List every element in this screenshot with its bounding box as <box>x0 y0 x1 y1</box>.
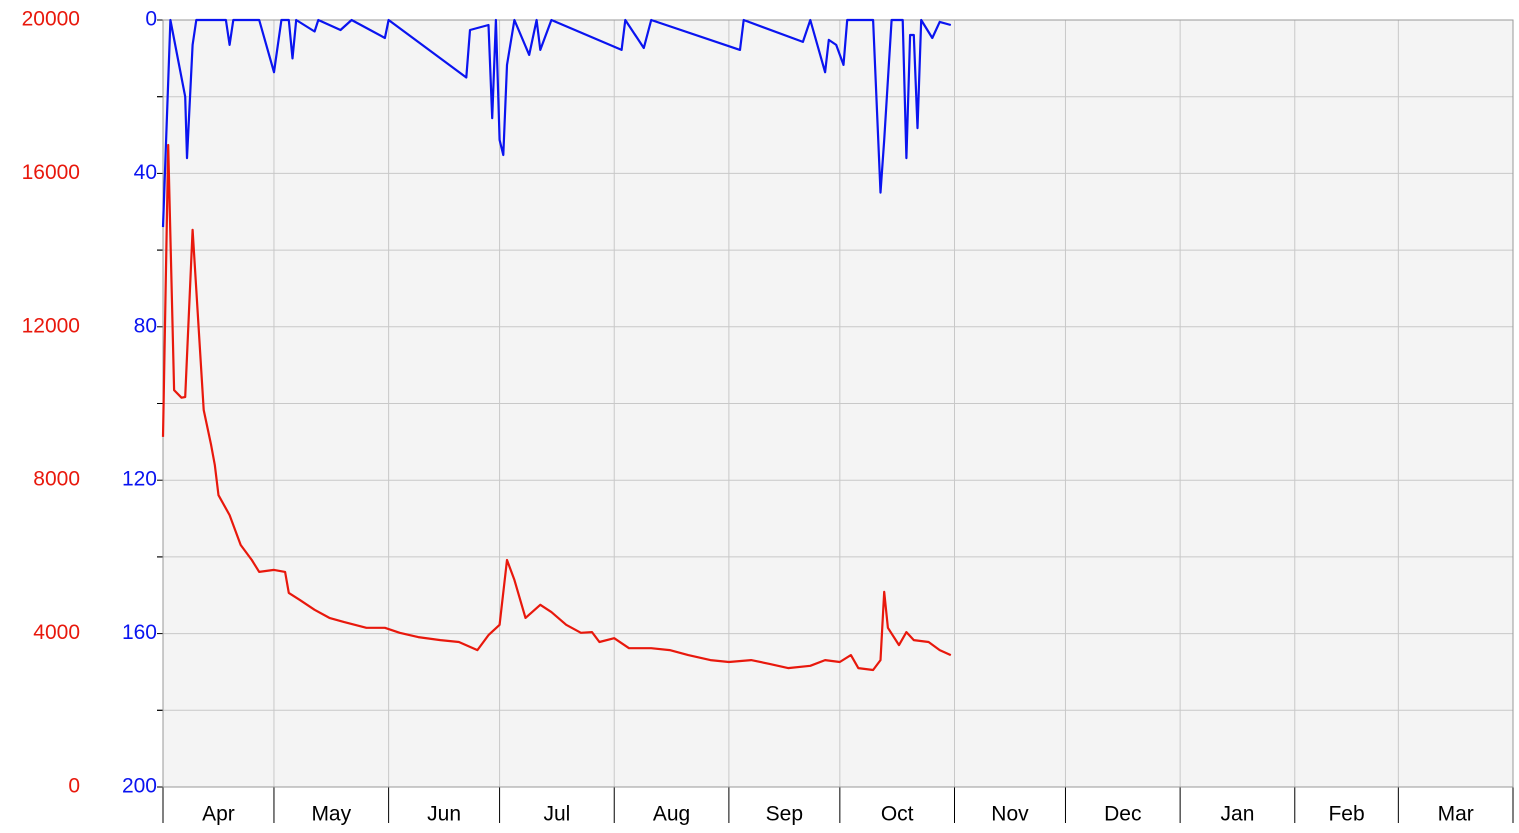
x-tick-label: Sep <box>766 803 803 826</box>
y-tick-label: 20000 <box>22 8 80 31</box>
x-tick-label: Feb <box>1328 803 1364 826</box>
y-tick-label: 12000 <box>22 314 80 337</box>
y-tick-label: 0 <box>68 775 80 798</box>
x-tick-label: Aug <box>653 803 690 826</box>
y2-tick-label: 40 <box>134 161 157 184</box>
y2-tick-label: 0 <box>145 8 157 31</box>
x-tick-label: Jan <box>1221 803 1255 826</box>
x-tick-label: Nov <box>991 803 1029 826</box>
x-tick-label: Dec <box>1104 803 1141 826</box>
x-tick-label: Mar <box>1438 803 1474 826</box>
x-tick-label: Oct <box>881 803 914 826</box>
y2-tick-label: 80 <box>134 314 157 337</box>
x-tick-label: Jun <box>427 803 461 826</box>
x-tick-label: May <box>311 803 351 826</box>
y-tick-label: 4000 <box>33 621 80 644</box>
y-tick-label: 8000 <box>33 468 80 491</box>
y-tick-label: 16000 <box>22 161 80 184</box>
data-line <box>161 143 952 672</box>
y2-tick-label: 200 <box>122 775 157 798</box>
y2-tick-label: 120 <box>122 468 157 491</box>
data-line <box>161 18 952 228</box>
y2-tick-label: 160 <box>122 621 157 644</box>
x-tick-label: Jul <box>543 803 570 826</box>
x-tick-label: Apr <box>202 803 235 826</box>
